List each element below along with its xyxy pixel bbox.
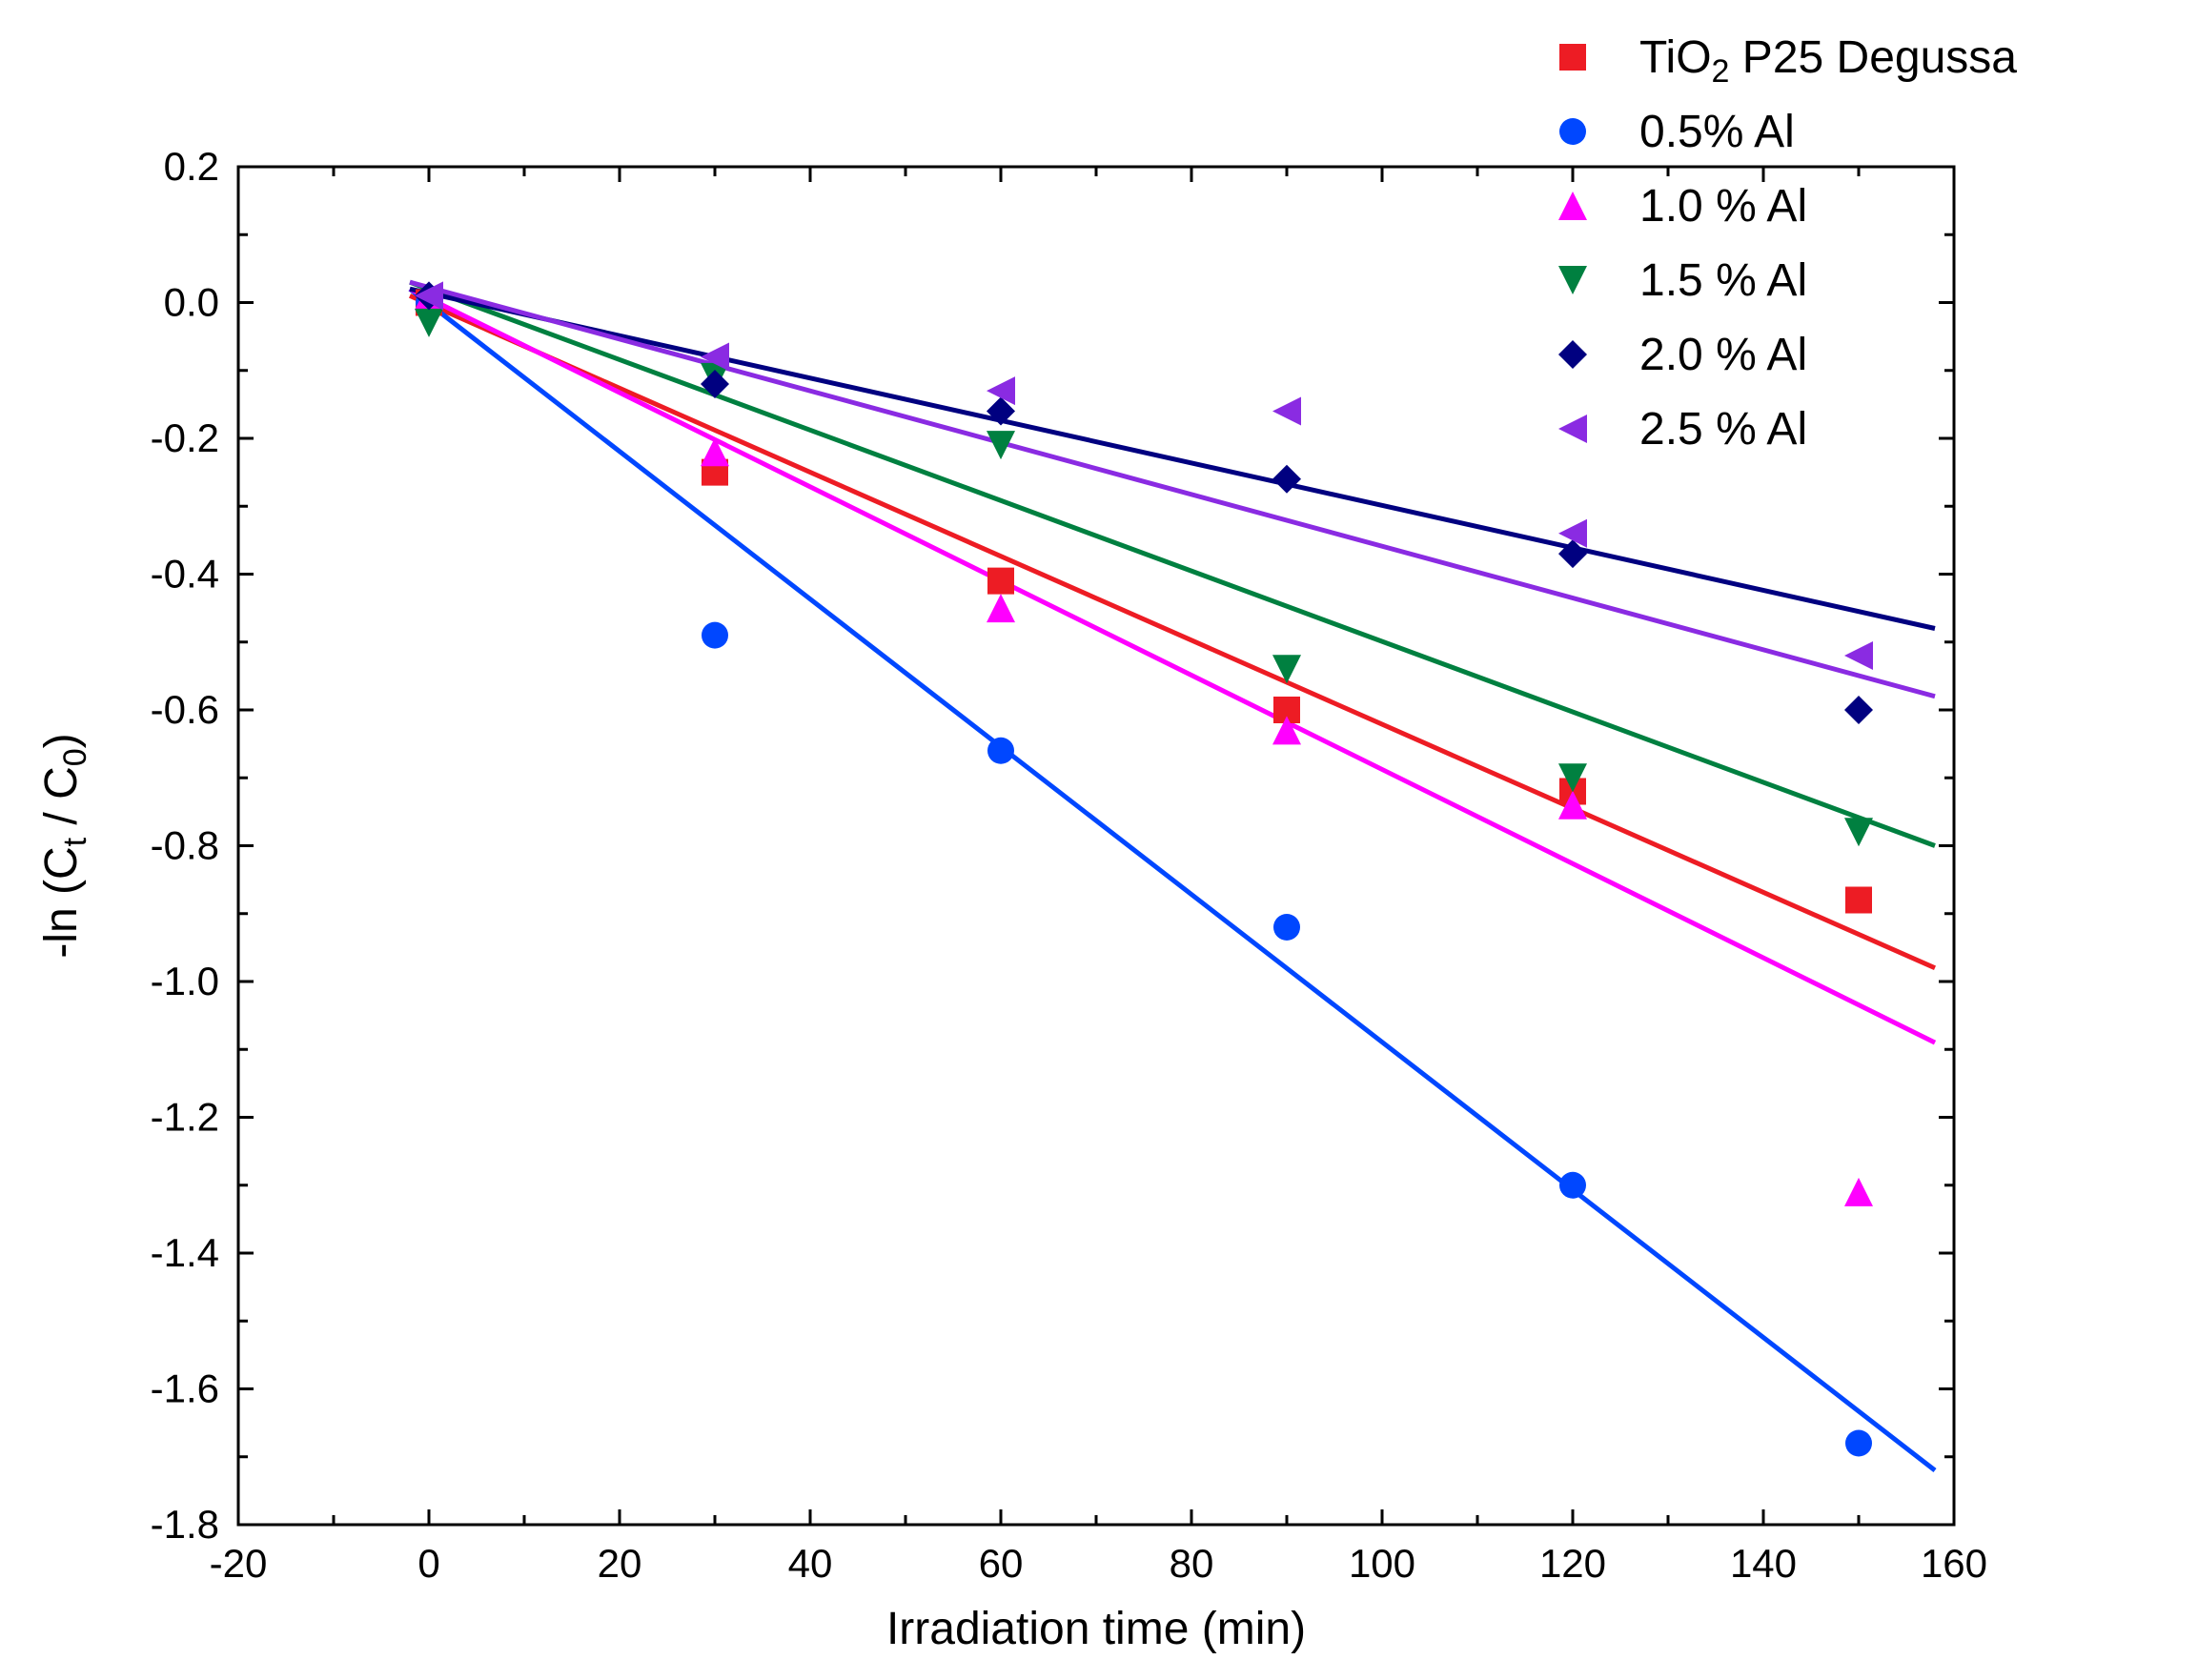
x-axis-label: Irradiation time (min): [886, 1604, 1306, 1654]
legend-label-al15: 1.5 % Al: [1639, 255, 1807, 306]
y-tick-label: -1.2: [151, 1095, 219, 1140]
y-tick-label: 0.0: [164, 280, 219, 325]
y-tick-label: -0.8: [151, 823, 219, 868]
marker-circle: [702, 622, 728, 649]
marker-triangle-up: [1844, 1178, 1873, 1206]
marker-square: [1559, 44, 1586, 71]
marker-triangle-up: [701, 437, 729, 466]
chart-svg: -20 0 20 40 60 80 100 120 140 160 -1.8 -1.6 -1.4 -1.2…: [0, 0, 2198, 1680]
marker-square: [1845, 887, 1872, 914]
y-tick-label: -1.0: [151, 959, 219, 1003]
trendline-al10: [410, 289, 1935, 1042]
y-tick-label: -1.6: [151, 1366, 219, 1411]
marker-circle: [1273, 914, 1300, 941]
y-tick-label: -0.6: [151, 687, 219, 732]
x-tick-label: 20: [598, 1541, 642, 1586]
marker-triangle-left: [1272, 397, 1301, 426]
legend-label-al05: 0.5% Al: [1639, 107, 1795, 157]
trendline-al05: [410, 289, 1935, 1470]
marker-diamond: [1844, 696, 1873, 724]
marker-triangle-up: [987, 594, 1015, 622]
marker-circle: [1845, 1430, 1872, 1457]
x-tick-label: 0: [417, 1541, 439, 1586]
marker-triangle-up: [1558, 192, 1587, 220]
chart-container: -20 0 20 40 60 80 100 120 140 160 -1.8 -1.6 -1.4 -1.2…: [0, 0, 2198, 1680]
marker-diamond: [1272, 465, 1301, 494]
marker-square: [987, 568, 1014, 595]
plot-area: [410, 281, 1935, 1470]
y-axis-label: -ln (Ct / C0): [36, 733, 93, 958]
marker-circle: [987, 738, 1014, 764]
x-tick-label: 60: [979, 1541, 1024, 1586]
marker-triangle-left: [1844, 641, 1873, 670]
y-tick-label: 0.2: [164, 144, 219, 189]
y-tick-label: -1.8: [151, 1502, 219, 1547]
legend-label-tio2: TiO2 P25 Degussa: [1639, 32, 2017, 90]
legend-label-al20: 2.0 % Al: [1639, 330, 1807, 380]
y-axis-label-group: -ln (Ct / C0): [36, 733, 93, 958]
marker-diamond: [1558, 340, 1587, 369]
marker-triangle-down: [415, 309, 443, 337]
legend-label-al25: 2.5 % Al: [1639, 404, 1807, 455]
marker-triangle-down: [1558, 266, 1587, 294]
x-tick-label: 100: [1349, 1541, 1415, 1586]
marker-triangle-down: [1844, 818, 1873, 846]
x-tick-label: 80: [1170, 1541, 1214, 1586]
x-tick-label: 120: [1539, 1541, 1606, 1586]
x-tick-label: -20: [210, 1541, 268, 1586]
x-tick-label: 160: [1921, 1541, 1987, 1586]
x-tick-label: 40: [788, 1541, 833, 1586]
marker-circle: [1559, 118, 1586, 145]
y-tick-label: -0.4: [151, 552, 219, 597]
y-tick-label: -1.4: [151, 1230, 219, 1275]
y-tick-label: -0.2: [151, 415, 219, 460]
legend-label-al10: 1.0 % Al: [1639, 181, 1807, 232]
marker-diamond: [701, 370, 729, 398]
x-tick-label: 140: [1730, 1541, 1797, 1586]
marker-circle: [1559, 1172, 1586, 1199]
marker-triangle-left: [1558, 415, 1587, 443]
